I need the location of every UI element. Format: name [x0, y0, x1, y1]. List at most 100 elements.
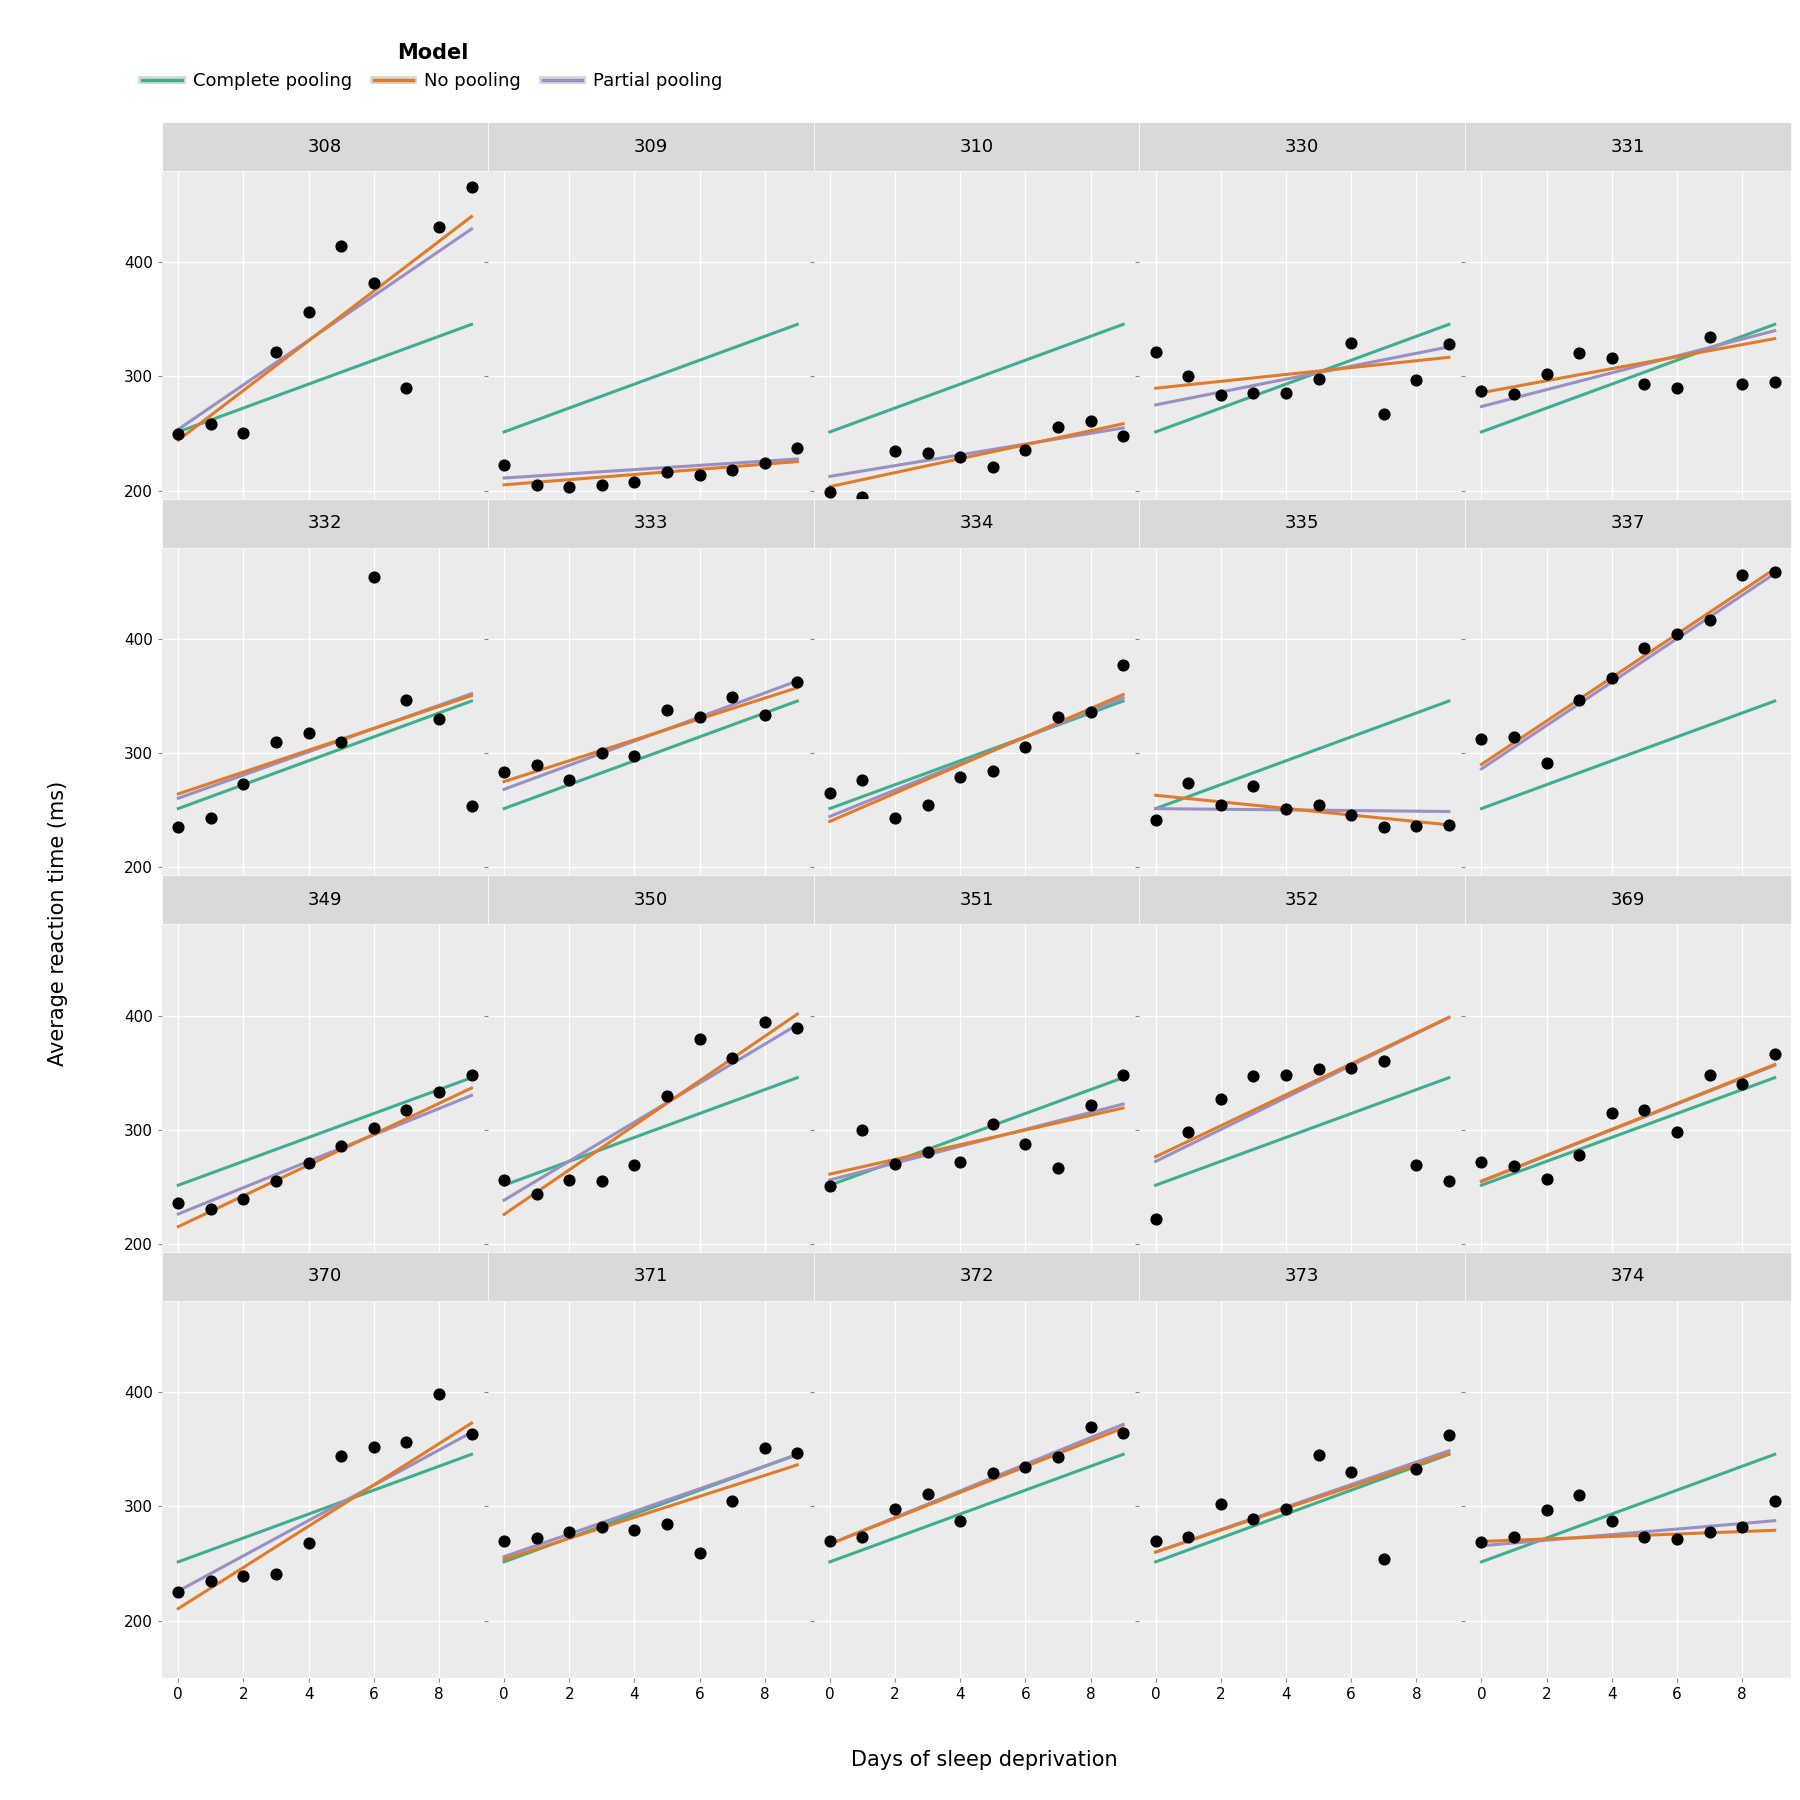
- Text: Average reaction time (ms): Average reaction time (ms): [47, 781, 68, 1066]
- Point: [1728, 562, 1757, 590]
- Point: [196, 1195, 225, 1224]
- Point: [1141, 1204, 1170, 1233]
- Point: [848, 1116, 877, 1145]
- Point: [229, 418, 257, 446]
- Legend: Complete pooling, No pooling, Partial pooling: Complete pooling, No pooling, Partial po…: [135, 36, 729, 97]
- Text: 308: 308: [308, 137, 342, 155]
- Text: 331: 331: [1611, 137, 1645, 155]
- Point: [945, 1507, 974, 1535]
- Point: [718, 682, 747, 711]
- Point: [1271, 1060, 1300, 1089]
- Point: [328, 727, 356, 756]
- Point: [164, 1188, 193, 1217]
- Point: [1238, 1062, 1267, 1091]
- Point: [979, 454, 1008, 482]
- Point: [1109, 421, 1138, 450]
- Point: [196, 409, 225, 437]
- Point: [1597, 344, 1625, 373]
- Point: [1271, 1494, 1300, 1523]
- Point: [522, 1523, 551, 1552]
- Bar: [488, 1253, 814, 1301]
- Point: [261, 338, 290, 367]
- Bar: [814, 1253, 1139, 1301]
- Point: [587, 1166, 616, 1195]
- Point: [1238, 380, 1267, 409]
- Point: [196, 1566, 225, 1595]
- Point: [1206, 1085, 1235, 1114]
- Bar: [1139, 499, 1465, 547]
- Point: [979, 1111, 1008, 1139]
- Point: [1728, 369, 1757, 398]
- Point: [1467, 1528, 1496, 1557]
- Point: [522, 751, 551, 779]
- Point: [1499, 1523, 1528, 1552]
- Point: [392, 686, 421, 715]
- Point: [490, 1526, 518, 1555]
- Point: [293, 297, 322, 326]
- Point: [261, 1166, 290, 1195]
- Point: [880, 437, 909, 466]
- Point: [815, 778, 844, 806]
- Bar: [488, 875, 814, 925]
- Point: [587, 740, 616, 769]
- Point: [293, 1148, 322, 1177]
- Point: [554, 1517, 583, 1546]
- Text: 334: 334: [959, 515, 994, 533]
- Point: [1631, 1096, 1660, 1125]
- Point: [1696, 1517, 1724, 1546]
- Point: [1076, 407, 1105, 436]
- Bar: [1465, 875, 1791, 925]
- Point: [848, 765, 877, 794]
- Point: [979, 1458, 1008, 1487]
- Text: Days of sleep deprivation: Days of sleep deprivation: [851, 1750, 1118, 1771]
- Point: [1402, 1454, 1431, 1483]
- Point: [1238, 1505, 1267, 1534]
- Point: [619, 468, 648, 497]
- Point: [1728, 1069, 1757, 1098]
- Point: [945, 1148, 974, 1177]
- Point: [1564, 686, 1593, 715]
- Point: [751, 1008, 779, 1037]
- Point: [718, 455, 747, 484]
- Point: [1760, 558, 1789, 587]
- Bar: [1465, 499, 1791, 547]
- Point: [1141, 1526, 1170, 1555]
- Point: [293, 718, 322, 747]
- Point: [653, 457, 682, 486]
- Point: [1564, 1481, 1593, 1510]
- Point: [686, 702, 715, 731]
- Point: [913, 1138, 941, 1166]
- Point: [360, 268, 389, 297]
- Point: [1012, 1453, 1040, 1481]
- Point: [490, 450, 518, 479]
- Point: [619, 1150, 648, 1179]
- Point: [328, 1130, 356, 1159]
- Point: [1076, 1091, 1105, 1120]
- Point: [686, 1539, 715, 1568]
- Text: 351: 351: [959, 891, 994, 909]
- Text: 369: 369: [1611, 891, 1645, 909]
- Point: [261, 1561, 290, 1589]
- Point: [1174, 769, 1202, 797]
- Point: [1012, 436, 1040, 464]
- Point: [848, 482, 877, 511]
- Point: [328, 230, 356, 259]
- Point: [1305, 365, 1334, 394]
- Point: [1532, 1165, 1561, 1193]
- Point: [1728, 1512, 1757, 1541]
- Point: [164, 814, 193, 842]
- Point: [1337, 328, 1366, 356]
- Point: [718, 1487, 747, 1516]
- Point: [554, 473, 583, 502]
- Point: [815, 477, 844, 506]
- Point: [1435, 329, 1463, 358]
- Point: [1760, 367, 1789, 396]
- Point: [1206, 380, 1235, 409]
- Point: [1305, 790, 1334, 819]
- Point: [1663, 373, 1692, 401]
- Point: [1499, 724, 1528, 752]
- Point: [1271, 794, 1300, 823]
- Point: [1305, 1055, 1334, 1084]
- Point: [1631, 634, 1660, 662]
- Bar: [162, 875, 488, 925]
